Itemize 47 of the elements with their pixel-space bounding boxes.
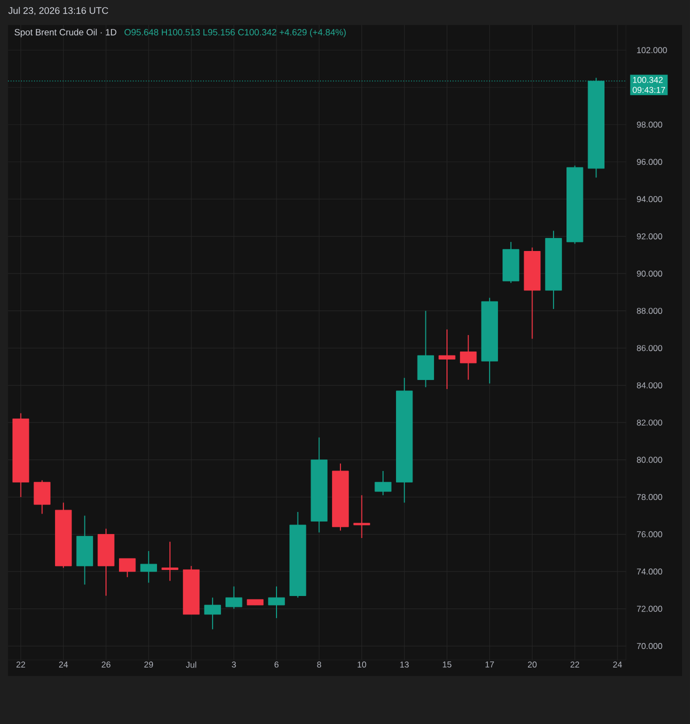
y-tick-label: 102.000 xyxy=(637,47,667,54)
x-tick-label: 15 xyxy=(442,662,452,668)
candlestick xyxy=(34,480,50,514)
y-tick-label: 90.000 xyxy=(636,270,662,277)
y-tick-label: 92.000 xyxy=(636,233,662,240)
ref-line-label: 100.342 xyxy=(633,76,663,83)
x-tick-label: 17 xyxy=(486,662,494,668)
x-tick-label: 20 xyxy=(528,662,537,668)
x-tick-label: 10 xyxy=(358,662,366,668)
x-tick-label: 6 xyxy=(274,662,279,668)
candlestick xyxy=(204,597,221,630)
y-tick-label: 80.000 xyxy=(636,456,662,463)
candlestick xyxy=(353,494,370,539)
text: 09:43:17 xyxy=(632,86,666,93)
candlestick xyxy=(268,586,285,619)
x-tick-label: 26 xyxy=(102,662,110,668)
candlestick xyxy=(438,328,456,390)
x-tick-label: 22 xyxy=(570,662,580,668)
chart-subtitle: O95.648 H100.513 L95.156 C100.342 +4.629 (+4.84%) xyxy=(124,28,346,38)
x-tick-label: 22 xyxy=(16,662,26,668)
y-tick-label: 70.000 xyxy=(636,643,662,650)
y-tick-label: 84.000 xyxy=(636,382,662,388)
y-tick-label: 98.000 xyxy=(636,122,662,128)
y-tick-label: 74.000 xyxy=(636,568,662,575)
candlestick xyxy=(140,550,157,584)
x-tick-label: 13 xyxy=(400,662,409,668)
y-tick-label: 86.000 xyxy=(636,345,662,352)
x-tick-label: 8 xyxy=(317,662,322,668)
y-tick-label: 96.000 xyxy=(636,158,662,165)
x-tick-label: 24 xyxy=(613,662,622,668)
y-tick-label: 94.000 xyxy=(636,196,662,202)
x-tick-label: 29 xyxy=(144,662,153,668)
y-tick-label: 82.000 xyxy=(636,420,662,426)
candlestick xyxy=(374,470,392,496)
y-tick-label: 78.000 xyxy=(636,494,662,500)
y-tick-label: 76.000 xyxy=(636,531,662,538)
chart-title: Spot Brent Crude Oil · 1D xyxy=(14,28,116,38)
y-tick-label: 88.000 xyxy=(636,308,662,314)
candlestick xyxy=(460,334,477,380)
x-tick-label: 3 xyxy=(232,662,236,668)
candlestick xyxy=(226,586,242,610)
candlestick xyxy=(162,541,178,582)
text: Jul 23, 2026 13:16 UTC xyxy=(8,6,108,16)
candlestick xyxy=(118,558,136,578)
x-tick-label: 24 xyxy=(59,662,68,668)
x-tick-label: Jul xyxy=(186,662,196,668)
y-tick-label: 72.000 xyxy=(636,606,662,612)
